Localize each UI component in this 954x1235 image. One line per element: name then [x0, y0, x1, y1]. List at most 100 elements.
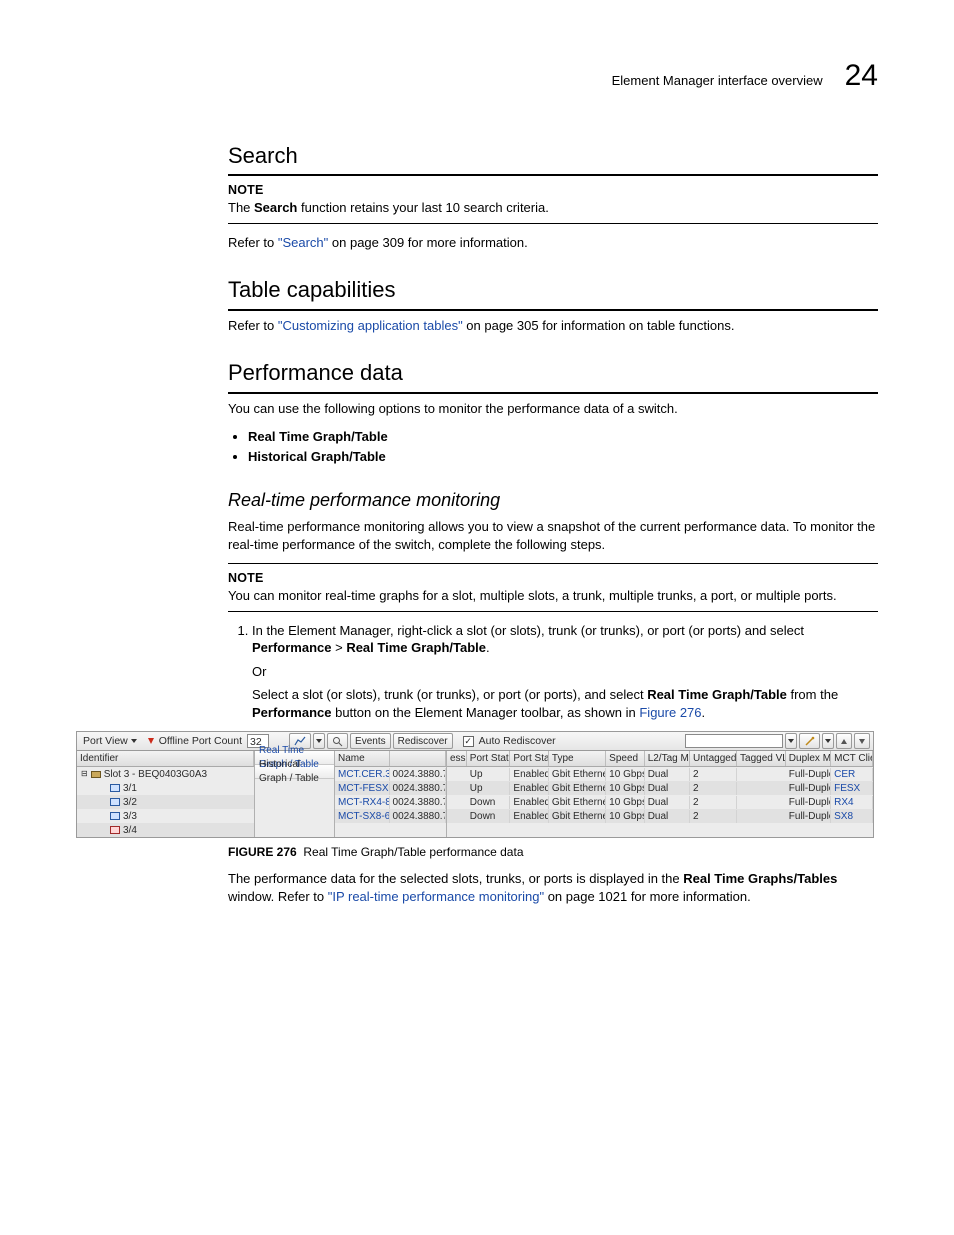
- body-text: Refer to "Customizing application tables…: [228, 317, 878, 335]
- cell: Full-Duplex: [786, 782, 831, 796]
- screenshot: Port View Offline Port Count 32 Events R…: [76, 731, 874, 838]
- bullet-item: Real Time Graph/Table: [248, 428, 878, 446]
- port-view-dropdown[interactable]: Port View: [80, 734, 140, 748]
- link-search[interactable]: "Search": [278, 235, 328, 250]
- tree-port-row[interactable]: 3/4: [77, 823, 254, 837]
- column-header[interactable]: Untagged VL...: [690, 751, 737, 766]
- cell-name[interactable]: MCT-SX8-60: [335, 810, 390, 824]
- cell-mac: 0024.3880.7F...: [390, 782, 446, 796]
- table-row[interactable]: MCT-FESX-700024.3880.7F...: [335, 781, 446, 795]
- identifier-header[interactable]: Identifier: [77, 751, 254, 766]
- column-header[interactable]: Port Status: [467, 751, 511, 766]
- search-button[interactable]: [327, 733, 348, 749]
- cell: 10 Gbps: [606, 782, 645, 796]
- bullet-item: Historical Graph/Table: [248, 448, 878, 466]
- cell-name[interactable]: MCT-FESX-70: [335, 782, 390, 796]
- events-button[interactable]: Events: [350, 733, 391, 749]
- tree-port-row[interactable]: 3/3: [77, 809, 254, 823]
- table-row[interactable]: DownEnabledGbit Ethernet I...10 GbpsDual…: [447, 809, 873, 823]
- running-header: Element Manager interface overview 24: [76, 56, 878, 97]
- cell: 2: [690, 768, 737, 782]
- body-text: You can use the following options to mon…: [228, 400, 878, 418]
- heading-performance-data: Performance data: [228, 358, 878, 388]
- heading-table-capabilities: Table capabilities: [228, 275, 878, 305]
- link-ip-realtime[interactable]: "IP real-time performance monitoring": [328, 889, 544, 904]
- cell: Down: [467, 810, 511, 824]
- toolbar-search-input[interactable]: [685, 734, 783, 748]
- note-label: NOTE: [228, 182, 878, 199]
- search-icon: [332, 736, 343, 747]
- tree-port-row[interactable]: 3/2: [77, 795, 254, 809]
- running-header-chapter: 24: [845, 56, 878, 97]
- table-row[interactable]: MCT.CER.380024.3880.7F...: [335, 767, 446, 781]
- cell: Enabled: [510, 782, 549, 796]
- column-header[interactable]: Duplex Mode: [786, 751, 831, 766]
- cell-mac: 0024.3880.7F...: [390, 768, 446, 782]
- cell: 2: [690, 796, 737, 810]
- cell-name[interactable]: MCT-RX4-84: [335, 796, 390, 810]
- column-header[interactable]: Port State: [510, 751, 549, 766]
- cell: 2: [690, 810, 737, 824]
- cell: Enabled: [510, 768, 549, 782]
- port-icon: [110, 798, 120, 806]
- cell-mac: 0024.3880.7F...: [390, 810, 446, 824]
- cell: 10 Gbps: [606, 796, 645, 810]
- step-item: In the Element Manager, right-click a sl…: [252, 622, 878, 722]
- toolbar-dropdown-2[interactable]: [822, 733, 834, 749]
- cell-mac: 0024.3880.7F...: [390, 796, 446, 810]
- note-text: The Search function retains your last 10…: [228, 199, 878, 217]
- column-header[interactable]: Tagged VLAN...: [737, 751, 786, 766]
- table-row[interactable]: UpEnabledGbit Ethernet I...10 GbpsDual2F…: [447, 767, 873, 781]
- tree-port-label: 3/4: [123, 824, 137, 838]
- cell: Down: [467, 796, 511, 810]
- column-header[interactable]: Name: [335, 751, 390, 766]
- slot-icon: [91, 771, 101, 778]
- cell: Dual: [645, 810, 690, 824]
- toolbar-dropdown[interactable]: [785, 733, 797, 749]
- tree-slot-row[interactable]: ⊟ Slot 3 - BEQ0403G0A3: [77, 767, 254, 781]
- body-text: Real-time performance monitoring allows …: [228, 518, 878, 553]
- expand-icon[interactable]: ⊟: [81, 769, 88, 780]
- column-header[interactable]: Type: [549, 751, 606, 766]
- tree-port-label: 3/2: [123, 796, 137, 810]
- column-header[interactable]: [390, 751, 446, 766]
- table-row[interactable]: UpEnabledGbit Ethernet I...10 GbpsDual2F…: [447, 781, 873, 795]
- body-text: The performance data for the selected sl…: [228, 870, 878, 905]
- arrow-down-icon: [859, 739, 865, 744]
- rule: [228, 174, 878, 176]
- offline-icon: [148, 738, 154, 744]
- link-figure-276[interactable]: Figure 276: [639, 705, 701, 720]
- table-row[interactable]: DownEnabledGbit Ethernet I...10 GbpsDual…: [447, 795, 873, 809]
- cell: RX4: [831, 796, 873, 810]
- link-customizing-tables[interactable]: "Customizing application tables": [278, 318, 463, 333]
- table-row[interactable]: MCT-RX4-840024.3880.7F...: [335, 795, 446, 809]
- arrow-down-button[interactable]: [854, 733, 870, 749]
- figure-caption: FIGURE 276 Real Time Graph/Table perform…: [228, 844, 878, 860]
- rediscover-button[interactable]: Rediscover: [393, 733, 453, 749]
- name-mac-column: NameMCT.CER.380024.3880.7F...MCT-FESX-70…: [335, 751, 447, 837]
- menu-item-historical[interactable]: Historical Graph / Table: [255, 765, 334, 779]
- running-header-title: Element Manager interface overview: [612, 72, 823, 90]
- cell: Up: [467, 768, 511, 782]
- tree-port-row[interactable]: 3/1: [77, 781, 254, 795]
- column-header[interactable]: ess: [447, 751, 467, 766]
- auto-rediscover-checkbox[interactable]: ✓: [463, 736, 474, 747]
- cell: Full-Duplex: [786, 768, 831, 782]
- cell: 10 Gbps: [606, 810, 645, 824]
- toolbar-action-button[interactable]: [799, 733, 820, 749]
- column-header[interactable]: Speed: [606, 751, 645, 766]
- column-header[interactable]: MCT Client Na: [831, 751, 873, 766]
- chevron-down-icon: [788, 739, 794, 743]
- cell: Gbit Ethernet I...: [549, 810, 606, 824]
- data-table: essPort StatusPort StateTypeSpeedL2/Tag …: [447, 751, 873, 837]
- toolbar: Port View Offline Port Count 32 Events R…: [76, 731, 874, 751]
- cell-name[interactable]: MCT.CER.38: [335, 768, 390, 782]
- port-icon: [110, 784, 120, 792]
- table-row[interactable]: MCT-SX8-600024.3880.7F...: [335, 809, 446, 823]
- cell: Dual: [645, 796, 690, 810]
- rule: [228, 392, 878, 394]
- cell: Dual: [645, 768, 690, 782]
- cell: Dual: [645, 782, 690, 796]
- arrow-up-button[interactable]: [836, 733, 852, 749]
- column-header[interactable]: L2/Tag Mode: [645, 751, 690, 766]
